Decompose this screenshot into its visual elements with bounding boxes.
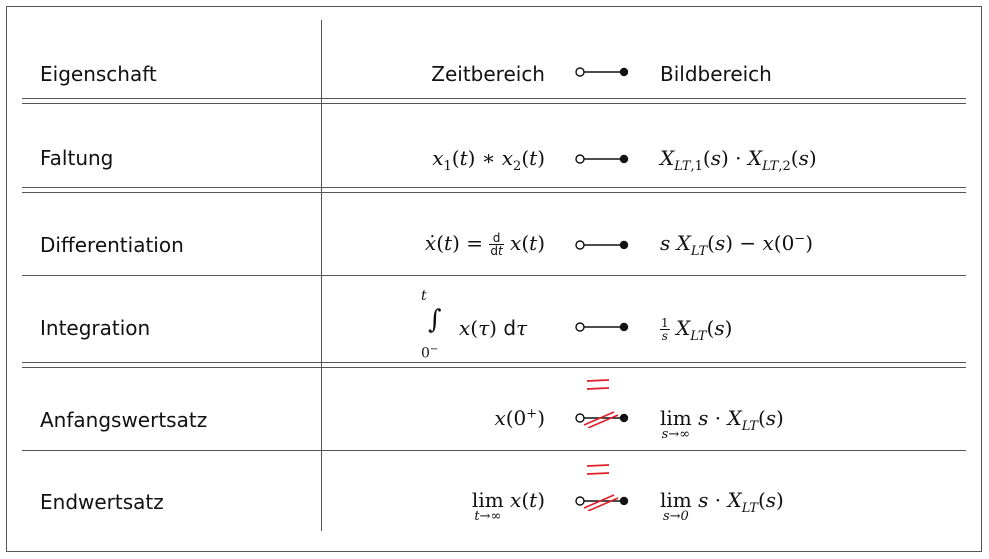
differentiation-image-formula: s XLT(s) − x(0−) (660, 231, 814, 259)
header-image-domain: Bildbereich (660, 62, 772, 86)
header-rule-top (22, 98, 966, 99)
differentiation-time-formula: ẋ(t) = d dt x(t) (424, 231, 545, 258)
faltung-image-formula: XLT,1(s) · XLT,2(s) (660, 146, 817, 174)
faltung-rule-top (22, 187, 966, 188)
faltung-rule-bottom (22, 192, 966, 193)
integral-upper-limit: t (421, 288, 427, 304)
correspondence-symbol (575, 240, 629, 250)
integral-lower-limit: 0− (421, 344, 439, 362)
header-time-domain: Zeitbereich (431, 62, 545, 86)
correspondence-symbol-corrected (575, 494, 629, 511)
integration-rule-bottom (22, 367, 966, 368)
correspondence-symbol (575, 67, 629, 77)
header-property: Eigenschaft (40, 62, 157, 86)
endwert-image-formula: lim s→0 s · XLT(s) (660, 488, 784, 524)
endwert-time-formula: lim t→∞ x(t) (471, 488, 545, 524)
column-divider (321, 20, 322, 531)
integration-time-formula: x(τ) dτ (459, 316, 528, 340)
row-label-integration: Integration (40, 316, 151, 340)
row-label-faltung: Faltung (40, 146, 114, 170)
red-equals-mark (586, 464, 610, 475)
header-rule-bottom (22, 103, 966, 104)
faltung-time-formula: x1(t) ∗ x2(t) (432, 146, 545, 174)
correspondence-symbol (575, 322, 629, 332)
row-label-differentiation: Differentiation (40, 233, 184, 257)
correspondence-symbol (575, 154, 629, 164)
differentiation-rule (22, 275, 966, 276)
red-equals-mark (586, 379, 610, 390)
anfangswert-image-formula: lim s→∞ s · XLT(s) (660, 406, 784, 442)
correspondence-symbol-corrected (575, 411, 629, 428)
integral-sign: ∫ (428, 305, 442, 335)
table-frame (6, 6, 982, 552)
anfangswert-time-formula: x(0+) (494, 406, 545, 430)
anfangswert-rule (22, 450, 966, 451)
row-label-endwertsatz: Endwertsatz (40, 490, 164, 514)
row-label-anfangswertsatz: Anfangswertsatz (40, 408, 208, 432)
integration-rule-top (22, 362, 966, 363)
